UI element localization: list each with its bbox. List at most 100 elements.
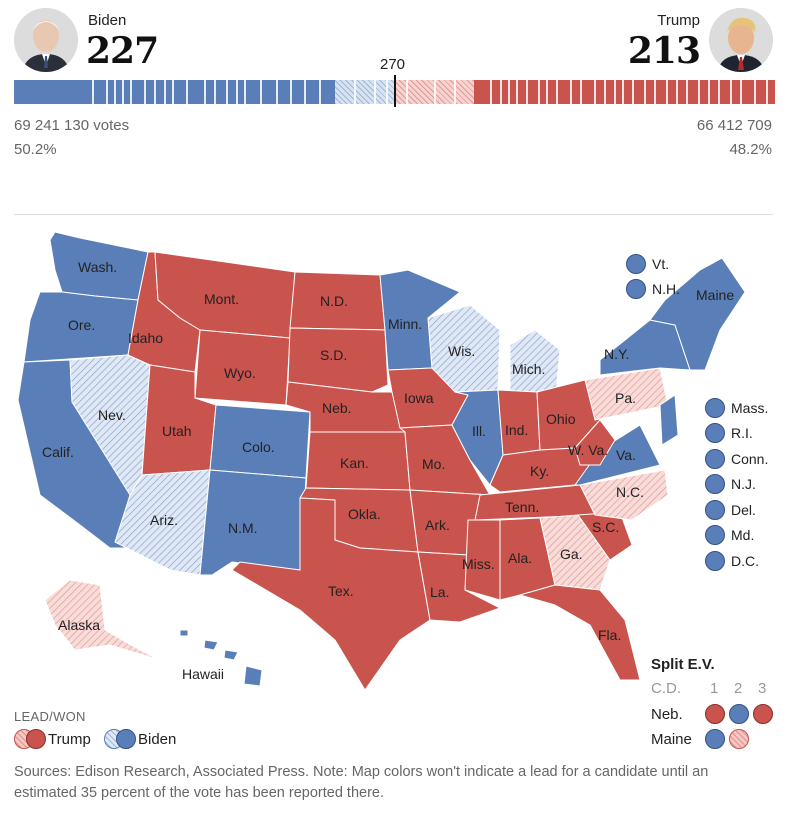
bar-state-separator: [614, 80, 616, 104]
divider: [14, 214, 773, 215]
bar-state-separator: [538, 80, 540, 104]
bar-state-separator: [304, 80, 306, 104]
state-label: Iowa: [404, 390, 434, 406]
neb-cd1-dot: [705, 704, 725, 724]
bar-biden-won: [14, 80, 335, 104]
small-state-mass: Mass.: [705, 395, 768, 421]
bar-state-separator: [622, 80, 624, 104]
mass-dot: [705, 397, 725, 418]
cd-label: C.D.: [651, 680, 681, 697]
trump-name: Trump: [657, 12, 700, 29]
bar-state-separator: [186, 80, 188, 104]
state-alaska: [44, 579, 161, 661]
state-label: Tex.: [328, 583, 354, 599]
small-state-nh: N.H.: [626, 279, 680, 299]
bar-biden-lead: [335, 80, 394, 104]
split-ev-title: Split E.V.: [651, 656, 715, 673]
small-state-vt: Vt.: [626, 254, 669, 274]
bar-state-separator: [644, 80, 646, 104]
trump-percent: 48.2%: [729, 141, 772, 158]
md-label: Md.: [731, 527, 755, 544]
state-new-england: [649, 257, 746, 371]
bar-state-separator: [226, 80, 228, 104]
state-label: Wash.: [78, 259, 117, 275]
vt-label: Vt.: [652, 256, 670, 272]
bar-state-separator: [290, 80, 292, 104]
legend-trump-label: Trump: [48, 731, 91, 748]
state-label: W. Va.: [568, 442, 608, 458]
threshold-marker: [394, 75, 396, 107]
east-small-states: Mass. R.I. Conn. N.J. Del. Md. D.C.: [705, 395, 768, 574]
neb-cd3-dot: [753, 704, 773, 724]
state-ga: [539, 514, 611, 591]
bar-state-separator: [580, 80, 582, 104]
biden-name: Biden: [88, 12, 127, 29]
bar-state-separator: [708, 80, 710, 104]
state-label: Miss.: [462, 556, 495, 572]
bar-state-separator: [676, 80, 678, 104]
state-label: Hawaii: [182, 666, 224, 682]
conn-dot: [705, 448, 725, 469]
state-label: Ky.: [530, 463, 549, 479]
bar-state-separator: [526, 80, 528, 104]
state-label: Pa.: [615, 390, 636, 406]
state-label: Fla.: [598, 627, 621, 643]
legend-biden-won-dot: [116, 729, 136, 749]
bar-state-separator: [114, 80, 116, 104]
bar-state-separator: [594, 80, 596, 104]
maine-cd2-dot: [729, 729, 749, 749]
legend-biden-label: Biden: [138, 731, 177, 748]
bar-state-separator: [374, 80, 376, 104]
state-label: Va.: [616, 447, 636, 463]
bar-state-separator: [516, 80, 518, 104]
state-label: N.C.: [616, 484, 644, 500]
trump-avatar: [709, 8, 773, 72]
dc-label: D.C.: [731, 552, 759, 569]
state-mich: [509, 329, 561, 393]
cd-1: 1: [710, 680, 719, 697]
state-label: Tenn.: [505, 499, 539, 515]
state-mid-atlantic: [659, 394, 679, 446]
state-label: Minn.: [388, 316, 422, 332]
small-state-nj: N.J.: [705, 472, 768, 498]
bar-state-separator: [354, 80, 356, 104]
state-nc: [579, 469, 669, 521]
state-label: Ore.: [68, 317, 95, 333]
bar-state-separator: [754, 80, 756, 104]
split-maine-label: Maine: [651, 731, 692, 748]
bar-state-separator: [406, 80, 408, 104]
source-note: Sources: Edison Research, Associated Pre…: [14, 764, 709, 801]
bar-state-separator: [130, 80, 132, 104]
state-label: N.Y.: [604, 346, 629, 362]
bar-state-separator: [740, 80, 742, 104]
trump-electoral-votes: 213: [627, 30, 701, 72]
state-label: Kan.: [340, 455, 369, 471]
state-label: Ohio: [546, 411, 576, 427]
state-label: Maine: [696, 287, 734, 303]
state-label: N.D.: [320, 293, 348, 309]
state-sd: [287, 327, 389, 393]
cd-3: 3: [758, 680, 767, 697]
bar-state-separator: [632, 80, 634, 104]
bar-state-separator: [434, 80, 436, 104]
trump-popular-votes: 66 412 709: [696, 117, 772, 134]
state-wva: [574, 419, 616, 466]
state-label: Mont.: [204, 291, 239, 307]
del-dot: [705, 499, 725, 520]
biden-avatar: [14, 8, 78, 72]
threshold-label: 270: [380, 56, 406, 73]
nj-label: N.J.: [731, 476, 756, 493]
small-state-conn: Conn.: [705, 446, 768, 472]
state-label: S.D.: [320, 347, 347, 363]
neb-cd2-dot: [729, 704, 749, 724]
bar-state-separator: [556, 80, 558, 104]
bar-state-separator: [92, 80, 94, 104]
bar-state-separator: [454, 80, 456, 104]
bar-state-separator: [106, 80, 108, 104]
bar-state-separator: [122, 80, 124, 104]
legend-trump-won-dot: [26, 729, 46, 749]
bar-state-separator: [319, 80, 321, 104]
bar-state-separator: [500, 80, 502, 104]
bar-state-separator: [570, 80, 572, 104]
vt-dot: [626, 254, 646, 274]
